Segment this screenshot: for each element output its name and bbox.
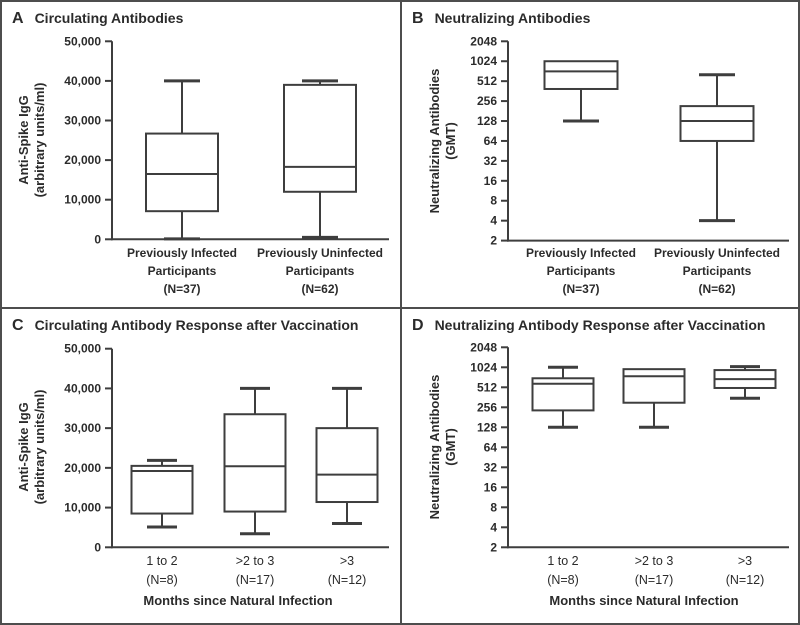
category-label: >3 — [738, 554, 752, 568]
y-tick-label: 10,000 — [64, 193, 101, 207]
y-tick-label: 2 — [490, 540, 497, 554]
y-axis-label: (GMT) — [443, 122, 458, 160]
y-tick-label: 64 — [484, 134, 498, 148]
category-label: >2 to 3 — [635, 554, 674, 568]
category-label: (N=37) — [562, 282, 599, 296]
category-label: Previously Infected — [127, 246, 237, 260]
panel-letter: C — [12, 317, 24, 334]
y-tick-label: 20,000 — [64, 153, 101, 167]
y-tick-label: 1024 — [470, 360, 497, 374]
y-tick-label: 16 — [484, 480, 498, 494]
y-axis-label: Anti-Spike IgG — [16, 402, 31, 492]
category-label: (N=37) — [163, 282, 200, 296]
y-tick-label: 2 — [490, 234, 497, 248]
panel-c-header: C Circulating Antibody Response after Va… — [12, 317, 358, 335]
category-label: (N=8) — [146, 573, 178, 587]
category-label: (N=8) — [547, 573, 579, 587]
panel-d-header: D Neutralizing Antibody Response after V… — [412, 317, 765, 335]
x-axis-title: Months since Natural Infection — [549, 593, 738, 608]
box-iqr — [679, 105, 755, 142]
panel-divider-vertical — [400, 2, 402, 623]
category-label: Participants — [547, 264, 616, 278]
category-label: >2 to 3 — [236, 554, 275, 568]
category-label: Previously Uninfected — [257, 246, 383, 260]
category-label: Participants — [683, 264, 752, 278]
category-label: (N=12) — [726, 573, 765, 587]
y-axis-label: Neutralizing Antibodies — [427, 69, 442, 214]
panel-c: 50,000 40,000 30,000 20,000 10,000 0 Anti-Spik… — [2, 309, 400, 623]
category-label: (N=12) — [328, 573, 367, 587]
y-tick-label: 512 — [477, 380, 497, 394]
category-label: Previously Uninfected — [654, 246, 780, 260]
y-tick-label: 256 — [477, 400, 497, 414]
panel-letter: B — [412, 10, 424, 27]
box-iqr — [223, 413, 287, 513]
y-tick-label: 10,000 — [64, 501, 101, 515]
y-tick-label: 32 — [484, 460, 498, 474]
y-tick-label: 0 — [94, 232, 101, 246]
y-axis-label: Neutralizing Antibodies — [427, 375, 442, 520]
y-tick-label: 256 — [477, 94, 497, 108]
neutralizing-antibodies-chart: 2048 1024 512 256 128 64 32 16 8 4 2 Neutralizing A… — [427, 34, 789, 296]
category-label: (N=17) — [635, 573, 674, 587]
y-tick-label: 8 — [490, 194, 497, 208]
y-tick-label: 40,000 — [64, 381, 101, 395]
category-label: Participants — [148, 264, 217, 278]
box-iqr — [145, 132, 219, 213]
y-tick-label: 2048 — [470, 340, 497, 354]
category-label: 1 to 2 — [146, 554, 177, 568]
y-tick-label: 2048 — [470, 34, 497, 48]
y-axis-label: (arbitrary units/ml) — [32, 83, 47, 198]
y-tick-label: 1024 — [470, 54, 497, 68]
y-axis-label: Anti-Spike IgG — [16, 95, 31, 185]
box-iqr — [130, 464, 194, 515]
panel-d: 2048 1024 512 256 128 64 32 16 8 4 2 Neutralizing A… — [402, 309, 798, 623]
box-iqr — [622, 368, 686, 404]
y-tick-label: 16 — [484, 174, 498, 188]
y-tick-label: 4 — [490, 520, 497, 534]
panel-a: 50,000 40,000 30,000 20,000 10,000 0 Anti-Spik… — [2, 2, 400, 307]
box-iqr — [543, 60, 619, 90]
y-tick-label: 20,000 — [64, 461, 101, 475]
panel-letter: A — [12, 10, 24, 27]
panel-b: 2048 1024 512 256 128 64 32 16 8 4 2 Neutralizing A… — [402, 2, 798, 307]
panel-title: Circulating Antibodies — [34, 10, 184, 26]
y-tick-label: 40,000 — [64, 74, 101, 88]
panel-title: Circulating Antibody Response after Vacc… — [34, 317, 359, 333]
category-label: (N=62) — [301, 282, 338, 296]
category-label: Participants — [286, 264, 355, 278]
circulating-antibodies-chart: 50,000 40,000 30,000 20,000 10,000 0 Anti-Spik… — [16, 34, 389, 296]
panel-title: Neutralizing Antibody Response after Vac… — [434, 317, 766, 333]
y-tick-label: 64 — [484, 440, 498, 454]
category-label: (N=17) — [236, 573, 275, 587]
panel-letter: D — [412, 317, 424, 334]
y-tick-label: 0 — [94, 540, 101, 554]
y-tick-label: 30,000 — [64, 114, 101, 128]
category-label: 1 to 2 — [547, 554, 578, 568]
y-tick-label: 4 — [490, 214, 497, 228]
y-axis-label: (arbitrary units/ml) — [32, 390, 47, 505]
x-axis-title: Months since Natural Infection — [143, 593, 332, 608]
circulating-antibody-response-chart: 50,000 40,000 30,000 20,000 10,000 0 Anti-Spik… — [16, 342, 389, 608]
panel-a-header: A Circulating Antibodies — [12, 10, 183, 28]
y-tick-label: 32 — [484, 154, 498, 168]
box-iqr — [315, 427, 379, 504]
neutralizing-antibody-response-chart: 2048 1024 512 256 128 64 32 16 8 4 2 Neutralizing A… — [427, 340, 789, 608]
panel-divider-horizontal — [2, 307, 798, 309]
category-label: Previously Infected — [526, 246, 636, 260]
y-tick-label: 50,000 — [64, 34, 101, 48]
panel-b-header: B Neutralizing Antibodies — [412, 10, 590, 28]
y-tick-label: 30,000 — [64, 421, 101, 435]
category-label: >3 — [340, 554, 354, 568]
y-tick-label: 8 — [490, 500, 497, 514]
y-tick-label: 128 — [477, 420, 497, 434]
y-tick-label: 128 — [477, 114, 497, 128]
y-tick-label: 512 — [477, 74, 497, 88]
box-iqr — [283, 83, 357, 193]
y-tick-label: 50,000 — [64, 342, 101, 356]
category-label: (N=62) — [698, 282, 735, 296]
panel-title: Neutralizing Antibodies — [434, 10, 591, 26]
y-axis-label: (GMT) — [443, 428, 458, 466]
